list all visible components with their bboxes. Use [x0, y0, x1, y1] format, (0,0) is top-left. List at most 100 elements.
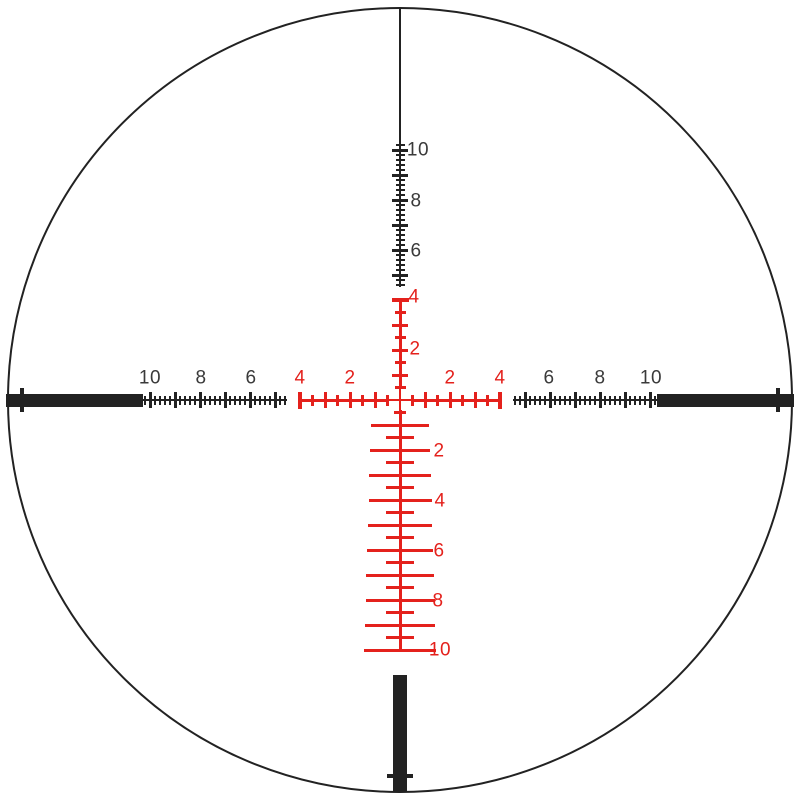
black-major-tick: [392, 273, 408, 277]
black-minor-tick: [154, 395, 156, 405]
reticle-label: 4: [434, 490, 446, 512]
black-minor-tick: [395, 284, 405, 286]
red-minor-tick: [311, 394, 314, 406]
red-major-tick: [392, 373, 408, 377]
black-minor-tick: [395, 169, 405, 171]
reticle-label: 2: [444, 367, 456, 389]
black-minor-tick: [229, 395, 231, 405]
tree-unit-bar: [370, 423, 430, 427]
tree-unit-bar: [367, 548, 433, 552]
red-minor-tick: [394, 336, 406, 339]
black-minor-tick: [184, 395, 186, 405]
black-minor-tick: [609, 395, 611, 405]
black-minor-tick: [395, 154, 405, 156]
black-minor-tick: [395, 239, 405, 241]
red-arm-spine: [411, 398, 500, 402]
red-major-tick: [392, 323, 408, 327]
black-minor-tick: [395, 179, 405, 181]
black-minor-tick: [209, 395, 211, 405]
black-major-tick: [573, 392, 577, 408]
tree-half-bar: [386, 536, 414, 539]
black-minor-tick: [529, 395, 531, 405]
black-major-tick: [598, 392, 602, 408]
reticle-label: 6: [245, 367, 257, 389]
black-minor-tick: [564, 395, 566, 405]
red-minor-tick: [386, 394, 389, 406]
black-minor-tick: [395, 194, 405, 196]
tree-unit-bar: [369, 473, 431, 477]
black-major-tick: [198, 392, 202, 408]
black-minor-tick: [395, 184, 405, 186]
reticle-label: 10: [406, 139, 430, 161]
reticle-label: 4: [408, 286, 420, 308]
reticle-label: 8: [410, 190, 422, 212]
black-minor-tick: [164, 395, 166, 405]
black-minor-tick: [544, 395, 546, 405]
black-minor-tick: [269, 395, 271, 405]
black-minor-tick: [239, 395, 241, 405]
reticle-label: 4: [494, 367, 506, 389]
red-major-tick: [392, 348, 408, 352]
tree-half-bar: [386, 461, 414, 464]
tree-unit-bar: [364, 648, 436, 652]
black-major-tick: [523, 392, 527, 408]
red-major-tick: [473, 392, 477, 408]
red-minor-tick: [486, 394, 489, 406]
tree-half-bar: [386, 486, 414, 489]
reticle-label: 2: [409, 338, 421, 360]
black-minor-tick: [395, 159, 405, 161]
red-minor-tick: [411, 394, 414, 406]
reticle-label: 6: [410, 240, 422, 262]
black-minor-tick: [569, 395, 571, 405]
reticle-label: 2: [433, 440, 445, 462]
black-major-tick: [392, 223, 408, 227]
black-minor-tick: [639, 395, 641, 405]
black-minor-tick: [214, 395, 216, 405]
black-minor-tick: [395, 254, 405, 256]
black-minor-tick: [395, 204, 405, 206]
left-edge-tick: [20, 388, 24, 412]
black-minor-tick: [519, 395, 521, 405]
red-minor-tick: [361, 394, 364, 406]
black-minor-tick: [219, 395, 221, 405]
black-minor-tick: [604, 395, 606, 405]
black-minor-tick: [144, 395, 146, 405]
black-minor-tick: [244, 395, 246, 405]
black-minor-tick: [594, 395, 596, 405]
black-minor-tick: [395, 144, 405, 146]
reticle-label: 2: [344, 367, 356, 389]
reticle-label: 10: [639, 367, 663, 389]
red-minor-tick: [336, 394, 339, 406]
black-minor-tick: [579, 395, 581, 405]
black-minor-tick: [534, 395, 536, 405]
red-cap-tick: [391, 298, 409, 302]
bottom-post: [393, 675, 407, 791]
tree-unit-bar: [367, 523, 433, 527]
black-major-tick: [548, 392, 552, 408]
black-minor-tick: [204, 395, 206, 405]
tree-spine: [398, 410, 402, 650]
black-minor-tick: [395, 269, 405, 271]
tree-unit-bar: [370, 448, 430, 452]
black-major-tick: [273, 392, 277, 408]
black-major-tick: [392, 248, 408, 252]
red-major-tick: [323, 392, 327, 408]
red-arm-spine: [300, 398, 389, 402]
black-minor-tick: [395, 234, 405, 236]
black-minor-tick: [395, 259, 405, 261]
reticle-label: 6: [543, 367, 555, 389]
black-minor-tick: [589, 395, 591, 405]
black-minor-tick: [159, 395, 161, 405]
red-cap-tick: [298, 391, 302, 409]
red-minor-tick: [394, 386, 406, 389]
red-major-tick: [348, 392, 352, 408]
black-minor-tick: [395, 164, 405, 166]
black-minor-tick: [279, 395, 281, 405]
black-minor-tick: [644, 395, 646, 405]
tree-half-bar: [386, 511, 414, 514]
tree-half-bar: [386, 611, 414, 614]
red-cap-tick: [498, 391, 502, 409]
black-minor-tick: [284, 395, 286, 405]
black-major-tick: [623, 392, 627, 408]
red-major-tick: [373, 392, 377, 408]
